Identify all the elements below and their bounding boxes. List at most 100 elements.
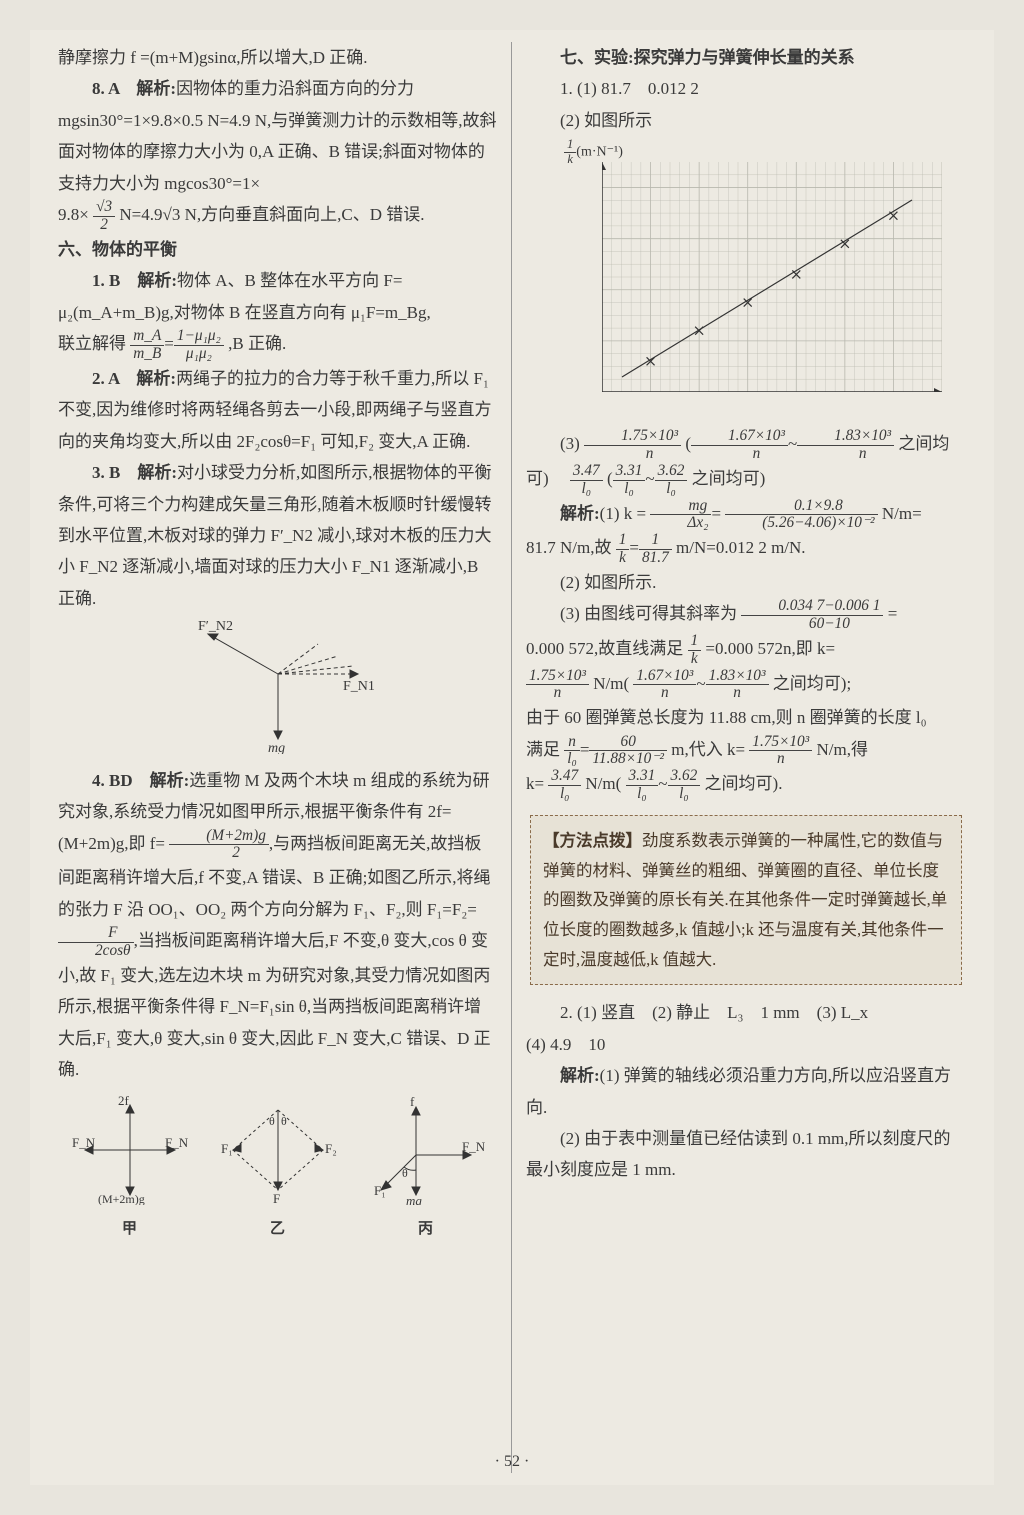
jx2hd: 解析: bbox=[560, 1066, 600, 1085]
r-jiexi3e: 1.75×10³n N/m( 1.67×10³n~1.83×10³n 之间均可)… bbox=[526, 668, 966, 703]
svg-text:F_N: F_N bbox=[462, 1139, 486, 1154]
r-jiexi3k: k= 3.47l₀ N/m( 3.31l₀~3.62l₀ 之间均可). bbox=[526, 768, 966, 803]
diag-bing: f F_N mg F₁ θ 丙 bbox=[366, 1095, 486, 1244]
frac-slope: 0.034 7−0.006 160−10 bbox=[741, 598, 883, 633]
frac-1k2: 1k bbox=[688, 633, 702, 668]
line-friction: 静摩擦力 f =(m+M)gsinα,所以增大,D 正确. bbox=[58, 42, 497, 73]
q6-1-b1: 物体 A、B 整体在水平方向 F= bbox=[177, 271, 402, 290]
r-q1-2: (2) 如图所示 bbox=[526, 105, 966, 136]
r-jiexi1c: 81.7 N/m,故 1k=181.7 m/N=0.012 2 m/N. bbox=[526, 532, 966, 567]
q6-2-head: 2. A 解析: bbox=[92, 369, 176, 388]
jx3b: = bbox=[888, 604, 898, 623]
chart-svg: 102030405060 00.010.020.030.04 n bbox=[602, 162, 942, 392]
frac-331l02: 3.31l₀ bbox=[626, 768, 659, 803]
frac-362l02: 3.62l₀ bbox=[668, 768, 701, 803]
r-q2b: (4) 4.9 10 bbox=[526, 1029, 966, 1060]
diagrams-row: 2f F_N F_N (M+2m)g 甲 bbox=[58, 1095, 497, 1244]
frac-nl0: nl₀ bbox=[564, 734, 580, 769]
frac-362l0: 3.62l₀ bbox=[655, 463, 688, 498]
r-jiexi3c: 0.000 572,故直线满足 1k =0.000 572n,即 k= bbox=[526, 633, 966, 668]
diag-yi: θθ F₁ F₂ F 乙 bbox=[213, 1095, 343, 1244]
q8-b3b: N=4.9√3 N,方向垂直斜面向上,C、D 错误. bbox=[119, 205, 424, 224]
frac-175n2: 1.75×10³n bbox=[526, 668, 589, 703]
chart-1overk-vs-n: 1k(m·N⁻¹) 102030405060 00.010.020 bbox=[546, 142, 966, 422]
jx3l: N/m( bbox=[585, 774, 621, 793]
q6-3-body: 对小球受力分析,如图所示,根据物体的平衡条件,可将三个力构建成矢量三角形,随着木… bbox=[58, 463, 492, 608]
page-number: · 52 · bbox=[30, 1447, 994, 1477]
jx3a: (3) 由图线可得其斜率为 bbox=[560, 604, 741, 623]
jx3c: 0.000 572,故直线满足 bbox=[526, 639, 688, 658]
q6-1-head: 1. B 解析: bbox=[92, 271, 177, 290]
r-jiexi3g: 由于 60 圈弹簧总长度为 11.88 cm,则 n 圈弹簧的长度 l₀ bbox=[526, 702, 966, 733]
q6-4-head: 4. BD 解析: bbox=[92, 771, 189, 790]
jx3k: k= bbox=[526, 774, 544, 793]
r-q1-3c: 可) bbox=[526, 469, 566, 488]
q6-1-b3b: ,B 正确. bbox=[228, 334, 286, 353]
frac-mg-dx: mgΔx₂ bbox=[650, 498, 711, 533]
jx3f: 之间均可); bbox=[773, 674, 851, 693]
jx1d: m/N=0.012 2 m/N. bbox=[676, 538, 806, 557]
q6-3: 3. B 解析:对小球受力分析,如图所示,根据物体的平衡条件,可将三个力构建成矢… bbox=[58, 457, 497, 614]
frac-ma-mb: m_Am_B bbox=[130, 328, 164, 363]
frac-1k: 1k bbox=[616, 532, 630, 567]
r-q2: 2. (1) 竖直 (2) 静止 L₃ 1 mm (3) L_x bbox=[526, 997, 966, 1028]
diagram-q3: F′_N2 F_N1 mg bbox=[58, 614, 497, 764]
r-q1-3: (3) 1.75×10³n (1.67×10³n~1.83×10³n 之间均 bbox=[526, 428, 966, 463]
jx3j: N/m,得 bbox=[817, 740, 868, 759]
svg-text:θ: θ bbox=[269, 1114, 275, 1128]
frac-331l0: 3.31l₀ bbox=[613, 463, 646, 498]
diag-jia: 2f F_N F_N (M+2m)g 甲 bbox=[70, 1095, 190, 1244]
q8-head: 8. A 解析: bbox=[92, 79, 176, 98]
r-jiexi1: 解析:(1) k = mgΔx₂= 0.1×9.8(5.26−4.06)×10⁻… bbox=[526, 498, 966, 533]
frac-1-817: 181.7 bbox=[639, 532, 672, 567]
frac-167n: 1.67×10³n bbox=[691, 428, 788, 463]
svg-text:θ: θ bbox=[402, 1166, 408, 1180]
svg-text:θ: θ bbox=[281, 1114, 287, 1128]
frac-175n3: 1.75×10³n bbox=[749, 734, 812, 769]
label-yi: 乙 bbox=[213, 1216, 343, 1244]
jx3i: m,代入 k= bbox=[671, 740, 745, 759]
frac-F2cos: F2cosθ bbox=[58, 925, 134, 960]
jx1b: N/m= bbox=[882, 504, 922, 523]
section-7-title: 七、实验:探究弹力与弹簧伸长量的关系 bbox=[526, 42, 966, 73]
label-fn2: F′_N2 bbox=[198, 619, 233, 634]
jx3h: 满足 bbox=[526, 740, 564, 759]
q8-b2: mgsin30°=1×9.8×0.5 N=4.9 N,与弹簧测力计的示数相等,故… bbox=[58, 105, 497, 199]
r-q1-3a: (3) bbox=[560, 435, 584, 454]
frac-sqrt3-2: √32 bbox=[93, 199, 115, 234]
page: 静摩擦力 f =(m+M)gsinα,所以增大,D 正确. 8. A 解析:因物… bbox=[30, 30, 994, 1485]
svg-text:mg: mg bbox=[406, 1193, 422, 1205]
r-jiexi3: (3) 由图线可得其斜率为 0.034 7−0.006 160−10 = bbox=[526, 598, 966, 633]
r-q1-3d: 之间均可) bbox=[687, 469, 765, 488]
jiexi-head: 解析: bbox=[560, 504, 600, 523]
svg-text:F_N: F_N bbox=[72, 1135, 96, 1150]
r-q1-3line2: 可) 3.47l₀ (3.31l₀~3.62l₀ 之间均可) bbox=[526, 463, 966, 498]
q6-2: 2. A 解析:两绳子的拉力的合力等于秋千重力,所以 F₁ 不变,因为维修时将两… bbox=[58, 363, 497, 457]
svg-text:F: F bbox=[273, 1191, 280, 1205]
q6-3-head: 3. B 解析: bbox=[92, 463, 177, 482]
q6-4: 4. BD 解析:选重物 M 及两个木块 m 组成的系统为研究对象,系统受力情况… bbox=[58, 765, 497, 1086]
r-jx2-2: (2) 由于表中测量值已经估读到 0.1 mm,所以刻度尺的最小刻度应是 1 m… bbox=[526, 1123, 966, 1186]
q8-b1: 因物体的重力沿斜面方向的分力 bbox=[176, 79, 414, 98]
q8: 8. A 解析:因物体的重力沿斜面方向的分力 bbox=[58, 73, 497, 104]
q6-1-b3a: 联立解得 bbox=[58, 334, 130, 353]
left-column: 静摩擦力 f =(m+M)gsinα,所以增大,D 正确. 8. A 解析:因物… bbox=[48, 42, 507, 1473]
q8-b3a: 9.8× bbox=[58, 205, 89, 224]
frac-183n: 1.83×10³n bbox=[797, 428, 894, 463]
r-jx2-1: 解析:(1) 弹簧的轴线必须沿重力方向,所以应沿竖直方向. bbox=[526, 1060, 966, 1123]
svg-text:F₁: F₁ bbox=[221, 1141, 233, 1156]
method-tip-box: 【方法点拨】劲度系数表示弹簧的一种属性,它的数值与弹簧的材料、弹簧丝的粗细、弹簧… bbox=[530, 815, 962, 985]
q6-1: 1. B 解析:物体 A、B 整体在水平方向 F= bbox=[58, 265, 497, 296]
frac-175n: 1.75×10³n bbox=[584, 428, 681, 463]
section-6-title: 六、物体的平衡 bbox=[58, 234, 497, 265]
q8-b3: 9.8× √32 N=4.9√3 N,方向垂直斜面向上,C、D 错误. bbox=[58, 199, 497, 234]
q6-1-b3: 联立解得 m_Am_B=1−μ₁μ₂μ₁μ₂ ,B 正确. bbox=[58, 328, 497, 363]
frac-347l0: 3.47l₀ bbox=[570, 463, 603, 498]
frac-60-1188: 6011.88×10⁻² bbox=[589, 734, 667, 769]
right-column: 七、实验:探究弹力与弹簧伸长量的关系 1. (1) 81.7 0.012 2 (… bbox=[516, 42, 976, 1473]
frac-M2m: (M+2m)g2 bbox=[169, 828, 269, 863]
r-q1-3b: 之间均 bbox=[894, 435, 949, 454]
label-fn1: F_N1 bbox=[343, 679, 375, 694]
jx1a: (1) k = bbox=[600, 504, 651, 523]
frac-347l02: 3.47l₀ bbox=[548, 768, 581, 803]
